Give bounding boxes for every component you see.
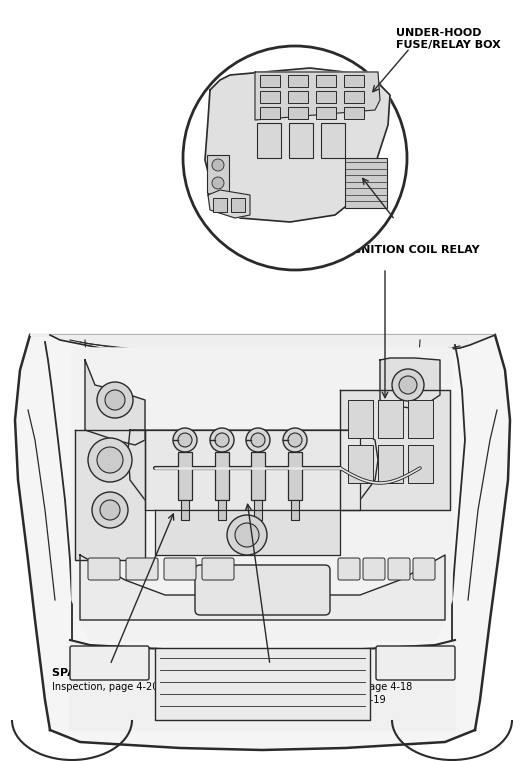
Bar bbox=[316, 91, 336, 103]
Text: Inspection, page 4-20: Inspection, page 4-20 bbox=[52, 682, 159, 692]
Bar bbox=[260, 107, 280, 119]
Text: IGNITION COIL RELAY: IGNITION COIL RELAY bbox=[348, 245, 480, 255]
Circle shape bbox=[283, 428, 307, 452]
Bar bbox=[345, 158, 387, 208]
Circle shape bbox=[235, 523, 259, 547]
Circle shape bbox=[215, 433, 229, 447]
Text: SPARK PLUG: SPARK PLUG bbox=[52, 668, 130, 678]
Circle shape bbox=[212, 159, 224, 171]
Polygon shape bbox=[380, 358, 440, 408]
Bar bbox=[344, 75, 364, 87]
Circle shape bbox=[210, 428, 234, 452]
FancyBboxPatch shape bbox=[363, 558, 385, 580]
Bar bbox=[215, 452, 229, 500]
Bar bbox=[251, 452, 265, 500]
Circle shape bbox=[399, 376, 417, 394]
Polygon shape bbox=[155, 648, 370, 720]
Circle shape bbox=[392, 369, 424, 401]
Polygon shape bbox=[80, 555, 445, 620]
Bar bbox=[181, 500, 189, 520]
Bar bbox=[408, 445, 433, 483]
Bar bbox=[178, 452, 192, 500]
Bar bbox=[218, 500, 226, 520]
Bar bbox=[348, 400, 373, 438]
FancyBboxPatch shape bbox=[164, 558, 196, 580]
Circle shape bbox=[92, 492, 128, 528]
Bar bbox=[207, 155, 229, 193]
Polygon shape bbox=[30, 335, 495, 358]
FancyBboxPatch shape bbox=[376, 646, 455, 680]
Bar bbox=[378, 445, 403, 483]
FancyBboxPatch shape bbox=[338, 558, 360, 580]
Bar bbox=[378, 400, 403, 438]
Bar bbox=[288, 75, 308, 87]
Text: IGNITION COIL: IGNITION COIL bbox=[230, 668, 319, 678]
Bar bbox=[288, 91, 308, 103]
Polygon shape bbox=[255, 72, 380, 120]
FancyBboxPatch shape bbox=[388, 558, 410, 580]
Circle shape bbox=[246, 428, 270, 452]
Text: Removal/Installation, page 4-19: Removal/Installation, page 4-19 bbox=[230, 695, 386, 705]
Bar bbox=[260, 75, 280, 87]
Polygon shape bbox=[340, 390, 450, 510]
FancyBboxPatch shape bbox=[126, 558, 158, 580]
Bar bbox=[408, 400, 433, 438]
Text: UNDER-HOOD: UNDER-HOOD bbox=[396, 28, 481, 38]
Bar bbox=[344, 107, 364, 119]
Circle shape bbox=[88, 438, 132, 482]
FancyBboxPatch shape bbox=[195, 565, 330, 615]
Bar bbox=[231, 198, 245, 212]
Circle shape bbox=[227, 515, 267, 555]
FancyBboxPatch shape bbox=[88, 558, 120, 580]
Circle shape bbox=[183, 46, 407, 270]
FancyBboxPatch shape bbox=[70, 646, 149, 680]
Bar bbox=[288, 452, 302, 500]
Circle shape bbox=[97, 447, 123, 473]
Polygon shape bbox=[70, 640, 455, 730]
Polygon shape bbox=[75, 430, 145, 560]
Text: FUSE/RELAY BOX: FUSE/RELAY BOX bbox=[396, 40, 501, 50]
Circle shape bbox=[105, 390, 125, 410]
Bar bbox=[260, 91, 280, 103]
Polygon shape bbox=[208, 190, 250, 218]
Circle shape bbox=[100, 500, 120, 520]
Polygon shape bbox=[145, 430, 360, 510]
FancyBboxPatch shape bbox=[202, 558, 234, 580]
Bar bbox=[289, 123, 313, 158]
Bar bbox=[316, 107, 336, 119]
Bar bbox=[254, 500, 262, 520]
Polygon shape bbox=[205, 68, 390, 222]
Bar bbox=[257, 123, 281, 158]
Bar bbox=[321, 123, 345, 158]
Bar bbox=[291, 500, 299, 520]
Circle shape bbox=[173, 428, 197, 452]
FancyBboxPatch shape bbox=[413, 558, 435, 580]
Polygon shape bbox=[15, 335, 510, 750]
Bar bbox=[344, 91, 364, 103]
Bar bbox=[316, 75, 336, 87]
Circle shape bbox=[178, 433, 192, 447]
Text: Ignition Timing Inspection, page 4-18: Ignition Timing Inspection, page 4-18 bbox=[230, 682, 412, 692]
Polygon shape bbox=[128, 430, 378, 500]
Circle shape bbox=[97, 382, 133, 418]
Circle shape bbox=[251, 433, 265, 447]
Polygon shape bbox=[155, 510, 340, 555]
Circle shape bbox=[212, 177, 224, 189]
Bar bbox=[213, 198, 227, 212]
Circle shape bbox=[288, 433, 302, 447]
Bar bbox=[348, 445, 373, 483]
Polygon shape bbox=[85, 360, 145, 445]
Bar bbox=[288, 107, 308, 119]
Polygon shape bbox=[72, 348, 452, 640]
